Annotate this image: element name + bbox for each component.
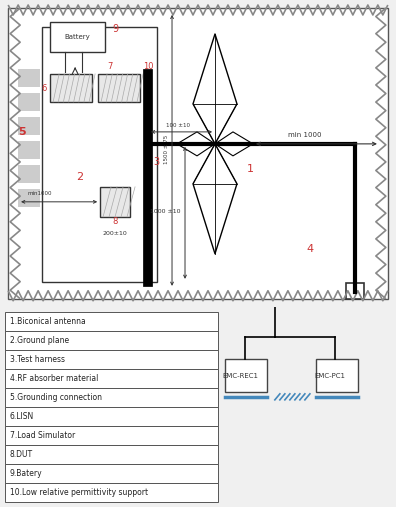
Text: 9: 9 xyxy=(112,24,118,34)
Text: 1: 1 xyxy=(246,164,253,174)
Text: 8: 8 xyxy=(112,217,118,226)
Text: 6.LISN: 6.LISN xyxy=(10,412,34,421)
Bar xyxy=(5,426,218,445)
Bar xyxy=(18,69,40,87)
Text: 9.Batery: 9.Batery xyxy=(10,469,43,478)
Bar xyxy=(18,141,40,159)
Text: 1000 ±10: 1000 ±10 xyxy=(150,209,180,214)
Text: 2.Ground plane: 2.Ground plane xyxy=(10,336,69,345)
Bar xyxy=(50,22,105,52)
Text: 2: 2 xyxy=(76,172,84,182)
Bar xyxy=(5,312,218,331)
Text: Battery: Battery xyxy=(64,34,90,40)
Bar xyxy=(5,407,218,426)
Text: 200±10: 200±10 xyxy=(103,231,128,236)
Text: 10: 10 xyxy=(143,62,153,71)
Text: 1.Biconical antenna: 1.Biconical antenna xyxy=(10,317,86,326)
Bar xyxy=(18,93,40,111)
Text: 100 ±10: 100 ±10 xyxy=(166,123,190,128)
Bar xyxy=(5,464,218,483)
Bar xyxy=(225,359,267,392)
Bar xyxy=(18,189,40,207)
Text: 7: 7 xyxy=(107,62,113,71)
Bar xyxy=(5,388,218,407)
Bar xyxy=(5,331,218,350)
Bar xyxy=(316,359,358,392)
Text: 5: 5 xyxy=(18,127,26,137)
Bar xyxy=(98,74,140,102)
Text: 5.Grounding connection: 5.Grounding connection xyxy=(10,393,102,402)
Text: 10.Low relative permittivity support: 10.Low relative permittivity support xyxy=(10,488,148,497)
Text: 1500 ± 75: 1500 ± 75 xyxy=(164,135,169,164)
Text: 3: 3 xyxy=(153,157,159,167)
Bar xyxy=(5,369,218,388)
Text: 4.RF absorber material: 4.RF absorber material xyxy=(10,374,98,383)
Text: 4: 4 xyxy=(307,244,314,254)
Text: EMC-PC1: EMC-PC1 xyxy=(314,373,345,379)
Text: 7.Load Simulator: 7.Load Simulator xyxy=(10,431,75,440)
Text: 8.DUT: 8.DUT xyxy=(10,450,33,459)
Text: 6: 6 xyxy=(42,85,47,93)
Bar xyxy=(5,350,218,369)
Text: min1000: min1000 xyxy=(28,191,52,196)
Bar xyxy=(100,187,130,217)
Bar xyxy=(50,74,92,102)
Bar xyxy=(5,445,218,464)
Bar xyxy=(5,483,218,502)
Text: 3.Test harness: 3.Test harness xyxy=(10,355,65,364)
Text: EMC-REC1: EMC-REC1 xyxy=(223,373,259,379)
Bar xyxy=(18,117,40,135)
Bar xyxy=(18,165,40,183)
Bar xyxy=(346,283,364,299)
Text: min 1000: min 1000 xyxy=(288,132,322,138)
Bar xyxy=(42,27,157,282)
